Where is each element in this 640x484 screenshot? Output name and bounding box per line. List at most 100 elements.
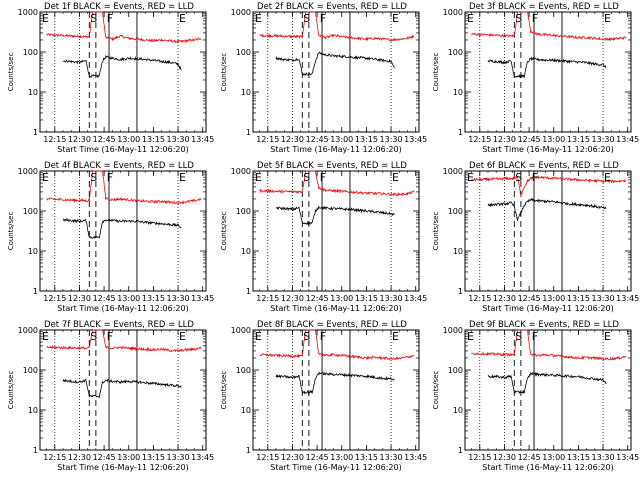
x-tick-label: 12:15 — [43, 135, 66, 144]
y-tick-label: 1000 — [231, 326, 251, 335]
x-tick-label: 12:45 — [518, 294, 541, 303]
panel-4: Det 4f BLACK = Events, RED = LLD 1 10 100 10… — [7, 161, 214, 313]
x-tick-label: 13:00 — [542, 135, 565, 144]
y-axis-label: Counts/sec — [220, 371, 228, 410]
y-tick-label: 100 — [448, 366, 463, 375]
x-tick-label: 13:00 — [117, 294, 140, 303]
y-tick-label: 1000 — [18, 167, 38, 176]
phase-letter-e: E — [179, 12, 186, 25]
phase-letter-e: E — [179, 171, 186, 184]
x-tick-label: 13:15 — [355, 294, 378, 303]
y-tick-label: 10 — [241, 406, 251, 415]
y-tick-label: 100 — [236, 207, 251, 216]
phase-letter-e: E — [467, 12, 474, 25]
x-tick-label: 12:30 — [493, 294, 516, 303]
red-series-line — [259, 329, 415, 361]
x-tick-label: 13:00 — [330, 135, 353, 144]
y-tick-label: 1 — [246, 128, 251, 137]
y-tick-label: 10 — [28, 247, 38, 256]
phase-letter-f: F — [532, 330, 538, 343]
phase-letter-e: E — [392, 171, 399, 184]
phase-letter-f: F — [107, 330, 113, 343]
y-tick-label: 100 — [23, 48, 38, 57]
plot-frame — [39, 11, 207, 133]
y-axis-label: Counts/sec — [432, 212, 440, 251]
phase-letter-e: E — [255, 171, 262, 184]
x-tick-label: 12:15 — [43, 294, 66, 303]
red-series-line — [471, 11, 627, 42]
x-tick-label: 12:45 — [306, 294, 329, 303]
y-tick-label: 1 — [33, 128, 38, 137]
x-tick-label: 12:30 — [493, 135, 516, 144]
panel-7: Det 7f BLACK = Events, RED = LLD 1 10 100 10… — [7, 320, 214, 472]
y-tick-label: 100 — [23, 207, 38, 216]
plot-frame — [39, 170, 207, 292]
y-tick-label: 1 — [246, 287, 251, 296]
x-tick-label: 12:15 — [468, 453, 491, 462]
x-tick-label: 13:45 — [404, 453, 427, 462]
phase-letter-e: E — [604, 330, 611, 343]
phase-letter-e: E — [467, 171, 474, 184]
x-tick-label: 12:30 — [281, 453, 304, 462]
y-tick-label: 10 — [28, 88, 38, 97]
x-tick-label: 12:15 — [43, 453, 66, 462]
panel-3: Det 3f BLACK = Events, RED = LLD 1 10 100 10… — [432, 2, 639, 154]
black-series-line — [487, 197, 607, 221]
y-tick-label: 1000 — [18, 8, 38, 17]
y-axis-label: Counts/sec — [220, 212, 228, 251]
panel-title: Det 4f BLACK = Events, RED = LLD — [44, 161, 194, 171]
x-tick-label: 13:30 — [592, 294, 615, 303]
y-tick-label: 1 — [458, 287, 463, 296]
phase-letter-f: F — [320, 12, 326, 25]
x-tick-label: 13:30 — [167, 294, 190, 303]
phase-letter-e: E — [392, 12, 399, 25]
x-axis-label: Start Time (16-May-11 12:06:20) — [482, 463, 613, 472]
y-axis-label: Counts/sec — [7, 53, 15, 92]
x-tick-label: 12:45 — [518, 453, 541, 462]
black-series-line — [487, 56, 607, 79]
black-series-line — [275, 205, 395, 226]
phase-letter-e: E — [255, 330, 262, 343]
x-tick-label: 13:00 — [542, 294, 565, 303]
panel-title: Det 8f BLACK = Events, RED = LLD — [257, 320, 407, 330]
black-series-line — [275, 371, 395, 395]
panel-title: Det 5f BLACK = Events, RED = LLD — [257, 161, 407, 171]
x-axis-label: Start Time (16-May-11 12:06:20) — [270, 304, 401, 313]
plot-frame — [39, 329, 207, 451]
x-axis-label: Start Time (16-May-11 12:06:20) — [57, 463, 188, 472]
phase-letter-s: S — [303, 12, 310, 25]
phase-letter-e: E — [604, 171, 611, 184]
y-tick-label: 100 — [448, 207, 463, 216]
red-series-line — [46, 11, 202, 44]
x-axis-label: Start Time (16-May-11 12:06:20) — [270, 145, 401, 154]
y-tick-label: 10 — [453, 406, 463, 415]
red-series-line — [471, 175, 627, 197]
panel-title: Det 6f BLACK = Events, RED = LLD — [469, 161, 619, 171]
red-series-line — [471, 329, 627, 361]
y-tick-label: 1 — [246, 446, 251, 455]
x-tick-label: 13:30 — [167, 135, 190, 144]
plot-frame — [464, 11, 632, 133]
phase-letter-f: F — [320, 330, 326, 343]
x-tick-label: 12:30 — [281, 294, 304, 303]
x-tick-label: 13:15 — [142, 294, 165, 303]
x-tick-label: 12:30 — [281, 135, 304, 144]
x-tick-label: 12:30 — [68, 135, 91, 144]
x-tick-label: 12:45 — [518, 135, 541, 144]
phase-letter-e: E — [392, 330, 399, 343]
y-tick-label: 1 — [458, 446, 463, 455]
plot-frame — [252, 329, 420, 451]
panel-title: Det 3f BLACK = Events, RED = LLD — [469, 2, 619, 12]
y-axis-label: Counts/sec — [7, 212, 15, 251]
x-tick-label: 13:15 — [567, 294, 590, 303]
red-series-line — [46, 170, 202, 205]
plot-frame — [464, 329, 632, 451]
phase-letter-s: S — [90, 12, 97, 25]
panel-2: Det 2f BLACK = Events, RED = LLD 1 10 100 10… — [220, 2, 427, 154]
phase-letter-e: E — [604, 12, 611, 25]
x-tick-label: 13:45 — [616, 453, 639, 462]
black-series-line — [62, 378, 182, 399]
y-axis-label: Counts/sec — [432, 371, 440, 410]
